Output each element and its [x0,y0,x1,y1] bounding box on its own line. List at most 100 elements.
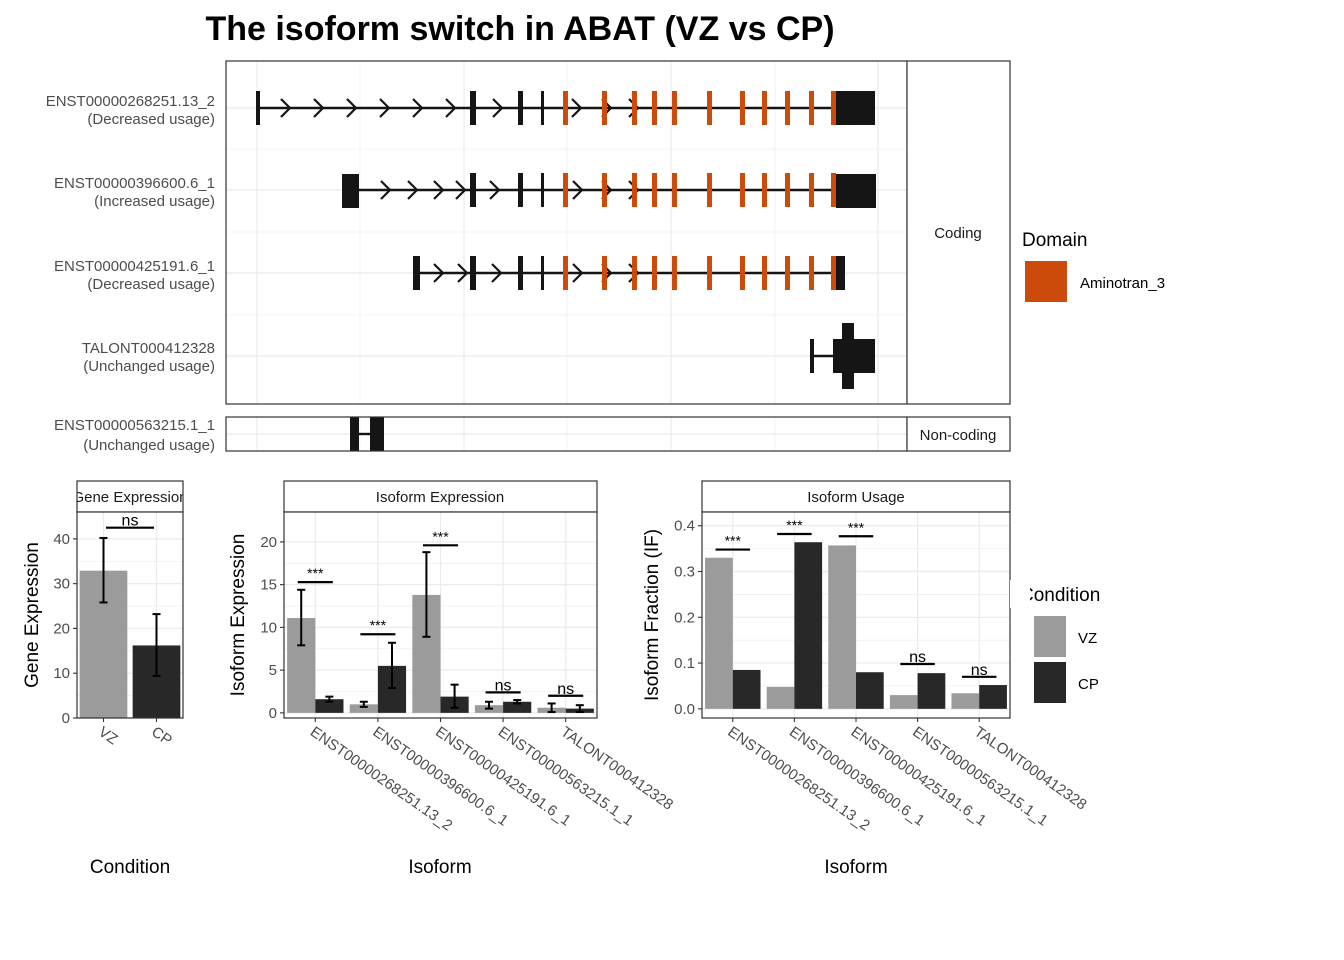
bar [732,669,761,709]
exon-domain-aminotran [672,173,677,207]
significance-label: *** [786,517,803,533]
exon [518,256,523,290]
bar [315,699,344,713]
y-tick-label: 20 [260,534,277,551]
exon [350,417,359,451]
intron-direction-arrow [433,180,445,200]
figure-title: The isoform switch in ABAT (VZ vs CP) [205,10,834,48]
intron-direction-arrow [407,180,419,200]
domain-legend-label: Aminotran_3 [1080,275,1165,292]
exon [470,173,476,207]
y-tick-label: 0.3 [674,564,695,581]
significance-label: ns [909,649,926,666]
exon [470,256,476,290]
exon [256,91,260,125]
y-tick-label: 20 [53,620,70,637]
facet-strip-noncoding [906,416,1011,452]
ie-ylabel: Isoform Expression [228,534,249,697]
exon [470,91,476,125]
intron-direction-arrow [455,180,467,200]
exon-domain-aminotran [762,256,767,290]
transcript-usage: (Increased usage) [94,193,215,210]
exon-domain-aminotran [762,173,767,207]
transcript-usage: (Decreased usage) [87,111,215,128]
exon-domain-aminotran [602,91,607,125]
bar [349,704,378,713]
isoform-usage-plot: Isoform Usage *** *** *** ns ns Isoform Frac… [642,480,1090,878]
facet-strip-coding [906,60,1011,405]
exon-domain-aminotran [809,256,814,290]
y-tick-label: 0.4 [674,518,695,535]
x-tick-label: CP [148,723,175,749]
y-tick-label: 0.2 [674,609,695,626]
exon [541,173,544,207]
condition-legend-mask [1010,580,1030,608]
exon-domain-aminotran [809,173,814,207]
y-tick-label: 10 [53,665,70,682]
exon-domain-aminotran [632,91,637,125]
significance-label: ns [971,662,988,679]
intron-direction-arrow [572,263,584,283]
domain-legend-title: Domain [1022,230,1087,251]
significance-label: *** [307,565,324,581]
exon-domain-aminotran [740,256,745,290]
condition-legend: Condition VZ CP [1010,580,1100,703]
transcript-label: ENST00000425191.6_1 [54,258,215,275]
y-tick-label: 30 [53,576,70,593]
y-tick-label: 5 [269,662,277,679]
domain-legend-swatch [1025,261,1067,302]
intron-direction-arrow [491,263,503,283]
exon-domain-aminotran [672,91,677,125]
intron-direction-arrow [489,180,501,200]
exon [342,174,359,208]
exon-domain-aminotran [652,256,657,290]
exon-domain-aminotran [652,91,657,125]
condition-legend-title: Condition [1020,585,1100,606]
exon-domain-aminotran [831,173,836,207]
significance-label: *** [848,519,865,535]
exon-cds [842,323,854,389]
bar [766,686,795,709]
intron-direction-arrow [379,98,391,118]
iu-xlabel: Isoform [824,857,887,878]
bar [503,701,532,713]
exon-domain-aminotran [602,173,607,207]
transcript-label: ENST00000268251.13_2 [46,93,215,110]
condition-legend-swatch-vz [1034,616,1066,657]
bar [856,672,884,709]
y-tick-label: 0 [269,705,277,722]
condition-legend-label-vz: VZ [1078,630,1097,647]
significance-label: *** [432,528,449,544]
gene-expression-plot: Gene Expression ns Gene Expression Condi… [22,480,187,878]
iu-plot-area: *** *** *** ns ns [702,512,1010,718]
ge-strip [76,480,184,513]
bar [951,693,980,709]
ge-plot-area: ns [77,512,183,719]
ie-xlabel: Isoform [408,857,471,878]
iu-strip-label: Isoform Usage [807,489,905,506]
significance-label: ns [557,681,574,698]
bar [917,673,946,709]
condition-legend-swatch-cp [1034,662,1066,703]
ie-strip-label: Isoform Expression [376,489,504,506]
exon-domain-aminotran [632,256,637,290]
bar [794,542,823,709]
exon [541,91,544,125]
y-tick-label: 40 [53,531,70,548]
exon-domain-aminotran [707,173,712,207]
transcript-structures [256,91,876,451]
y-tick-label: 0 [62,710,70,727]
intron-direction-arrow [571,98,583,118]
bar [705,557,733,709]
intron-direction-arrow [346,98,358,118]
ge-strip-label: Gene Expression [72,489,187,506]
exon-domain-aminotran [762,91,767,125]
ge-xlabel: Condition [90,857,170,878]
isoform-structure-plot: Coding Non-coding ENST00000268251.13_2 (… [46,60,1165,454]
transcript-label: TALONT000412328 [82,340,215,357]
exon-domain-aminotran [707,91,712,125]
significance-label: *** [370,617,387,633]
exon-domain-aminotran [563,91,568,125]
exon-domain-aminotran [831,91,836,125]
transcript-label: ENST00000563215.1_1 [54,417,215,434]
